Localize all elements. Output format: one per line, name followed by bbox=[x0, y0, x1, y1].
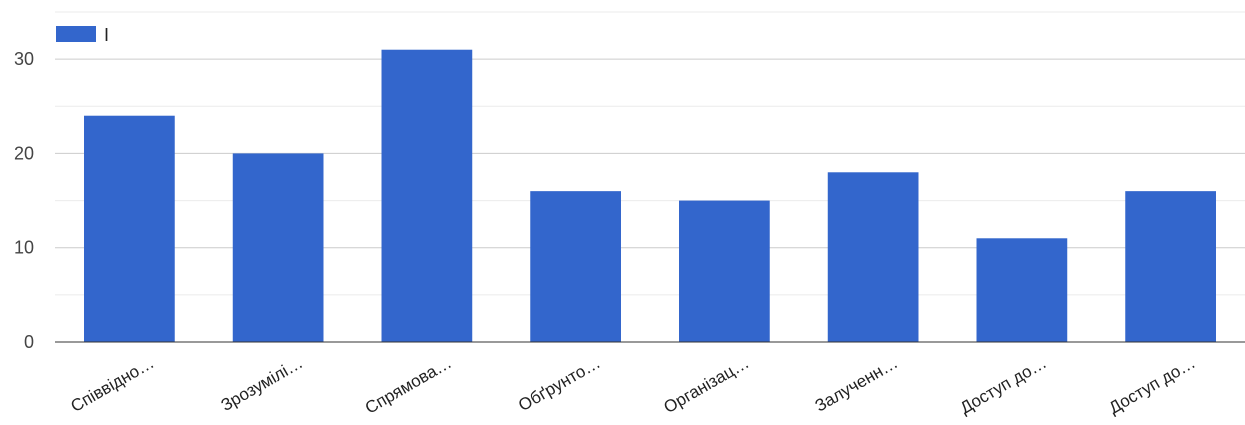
bar[interactable] bbox=[827, 172, 919, 342]
bar[interactable] bbox=[679, 200, 770, 342]
x-tick-label: Зрозумілі… bbox=[218, 353, 306, 415]
x-tick-label: Обґрунто… bbox=[515, 353, 603, 415]
bar[interactable] bbox=[381, 49, 473, 342]
bars bbox=[84, 49, 1216, 342]
x-tick-label: Залученн… bbox=[812, 353, 901, 416]
x-tick-label: Організац… bbox=[660, 353, 752, 417]
legend[interactable]: I bbox=[56, 25, 109, 45]
bar[interactable] bbox=[84, 115, 175, 342]
y-tick-label: 20 bbox=[14, 143, 34, 163]
bar[interactable] bbox=[1125, 191, 1216, 342]
x-tick-label: Спрямова… bbox=[362, 353, 455, 418]
y-axis-ticks: 0 10 20 30 bbox=[14, 49, 34, 352]
bar[interactable] bbox=[232, 153, 324, 342]
bar[interactable] bbox=[976, 238, 1068, 342]
x-axis-labels: Співвідно… Зрозумілі… Спрямова… Обґрунто… Ор… bbox=[67, 353, 1198, 418]
y-tick-label: 30 bbox=[14, 49, 34, 69]
legend-label: I bbox=[104, 25, 109, 45]
legend-swatch bbox=[56, 26, 96, 42]
y-tick-label: 0 bbox=[24, 332, 34, 352]
x-tick-label: Доступ до… bbox=[1106, 353, 1199, 418]
y-tick-label: 10 bbox=[14, 238, 34, 258]
x-tick-label: Співвідно… bbox=[67, 353, 157, 416]
x-tick-label: Доступ до… bbox=[957, 353, 1050, 418]
bar[interactable] bbox=[530, 191, 621, 342]
